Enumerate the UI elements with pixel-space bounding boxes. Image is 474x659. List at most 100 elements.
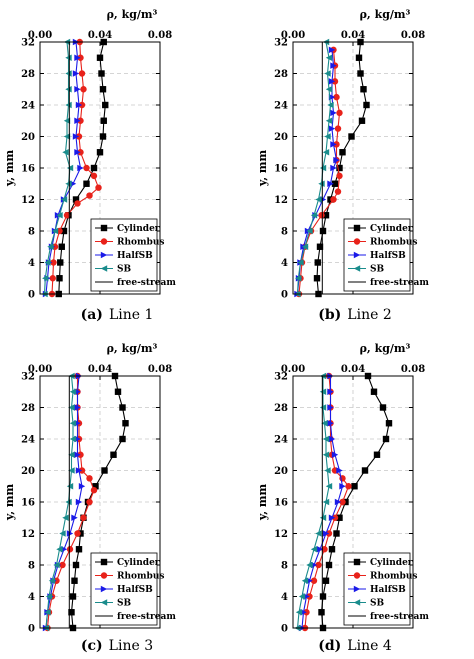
data-point-halfsb — [336, 467, 343, 474]
caption-text: Line 2 — [347, 307, 391, 323]
data-point-halfsb — [327, 180, 334, 187]
data-point-sb — [44, 259, 51, 266]
legend-swatch-marker-halfsb — [100, 251, 108, 259]
y-tick-label: 24 — [274, 435, 288, 446]
data-point-rhombus — [310, 577, 318, 584]
legend-label-sb: SB — [370, 599, 384, 609]
data-point-cylinder — [319, 227, 327, 235]
data-point-halfsb — [328, 46, 336, 54]
y-axis-title: y, mm — [256, 484, 269, 522]
data-point-rhombus — [336, 172, 343, 180]
data-point-cylinder — [92, 483, 99, 490]
data-point-sb — [59, 530, 66, 537]
data-point-rhombus — [339, 498, 346, 506]
x-tick-label: 0.08 — [148, 30, 172, 41]
x-tick-label: 0.08 — [401, 30, 425, 41]
data-point-sb — [322, 435, 330, 443]
data-point-sb — [298, 593, 306, 600]
data-point-sb — [45, 593, 53, 600]
data-point-cylinder — [100, 117, 107, 124]
y-axis-title: y, mm — [256, 150, 269, 188]
y-tick-label: 4 — [28, 258, 35, 269]
data-point-cylinder — [336, 164, 343, 172]
legend-label-free-stream: free-stream — [370, 278, 429, 288]
legend-swatch-marker-halfsb — [353, 585, 361, 593]
y-tick-label: 20 — [21, 466, 35, 477]
data-point-rhombus — [90, 172, 98, 180]
data-point-halfsb — [328, 435, 336, 443]
legend: Cylinder Rhombus HalfSB SB free-stream — [90, 218, 176, 292]
data-point-sb — [66, 483, 74, 490]
data-point-cylinder — [102, 101, 109, 109]
data-point-cylinder — [56, 275, 63, 282]
data-point-rhombus — [315, 561, 322, 569]
data-point-halfsb — [78, 483, 86, 490]
legend-label-rhombus: Rhombus — [370, 238, 417, 248]
data-point-cylinder — [333, 530, 340, 537]
data-point-sb — [69, 388, 77, 395]
data-point-sb — [63, 117, 71, 124]
data-point-sb — [324, 467, 331, 474]
y-tick-label: 28 — [274, 69, 288, 80]
caption-tag: (d) — [318, 638, 341, 654]
data-point-cylinder — [96, 149, 104, 156]
data-point-rhombus — [334, 125, 342, 132]
panel-caption: (b) Line 2 — [318, 307, 391, 323]
legend: Cylinder Rhombus HalfSB SB free-stream — [343, 218, 429, 292]
y-tick-label: 4 — [281, 258, 288, 269]
data-point-halfsb — [66, 530, 74, 537]
data-point-halfsb — [77, 164, 84, 172]
data-point-halfsb — [74, 451, 81, 458]
y-tick-label: 12 — [274, 195, 288, 206]
y-tick-label: 32 — [274, 38, 288, 49]
x-tick-label: 0.08 — [148, 364, 172, 375]
y-axis-title: y, mm — [3, 150, 16, 188]
legend-label-halfsb: HalfSB — [117, 585, 153, 595]
legend-swatch-marker-halfsb — [100, 585, 108, 593]
data-point-cylinder — [325, 561, 333, 569]
data-point-halfsb — [330, 62, 337, 69]
data-point-cylinder — [119, 435, 126, 443]
y-tick-label: 16 — [21, 164, 35, 175]
data-point-halfsb — [72, 133, 80, 140]
data-point-sb — [325, 86, 333, 93]
caption-text: Line 1 — [109, 307, 153, 323]
data-point-halfsb — [327, 420, 334, 427]
data-point-sb — [65, 180, 72, 187]
legend-label-halfsb: HalfSB — [370, 585, 406, 595]
data-point-cylinder — [57, 259, 64, 266]
data-point-rhombus — [334, 188, 342, 195]
data-point-rhombus — [321, 546, 328, 553]
legend-label-cylinder: Cylinder — [370, 224, 413, 234]
data-point-halfsb — [328, 125, 336, 132]
x-tick-label: 0.00 — [281, 30, 305, 41]
data-point-sb — [301, 243, 309, 250]
legend-label-halfsb: HalfSB — [117, 251, 153, 261]
legend-label-free-stream: free-stream — [117, 612, 176, 622]
legend-label-sb: SB — [117, 265, 131, 275]
data-point-rhombus — [86, 192, 93, 199]
data-point-cylinder — [373, 451, 381, 458]
data-point-cylinder — [318, 609, 325, 616]
x-tick-label: 0.04 — [88, 364, 112, 375]
y-tick-label: 8 — [28, 227, 35, 238]
y-tick-label: 0 — [281, 290, 288, 301]
y-tick-label: 16 — [21, 498, 35, 509]
data-point-sb — [66, 164, 74, 172]
data-point-cylinder — [98, 70, 105, 77]
data-point-cylinder — [69, 593, 77, 600]
data-point-cylinder — [96, 54, 104, 61]
data-point-sb — [60, 196, 68, 203]
legend-label-cylinder: Cylinder — [117, 558, 160, 568]
data-point-sb — [324, 133, 331, 140]
data-point-halfsb — [75, 101, 83, 109]
data-point-sb — [310, 212, 318, 219]
data-point-sb — [318, 180, 325, 187]
data-point-cylinder — [360, 86, 367, 93]
data-point-cylinder — [313, 275, 321, 282]
legend: Cylinder Rhombus HalfSB SB free-stream — [343, 552, 429, 626]
data-point-cylinder — [314, 259, 321, 266]
y-tick-label: 24 — [21, 435, 35, 446]
data-point-sb — [68, 467, 75, 474]
y-axis-title: y, mm — [3, 484, 16, 522]
